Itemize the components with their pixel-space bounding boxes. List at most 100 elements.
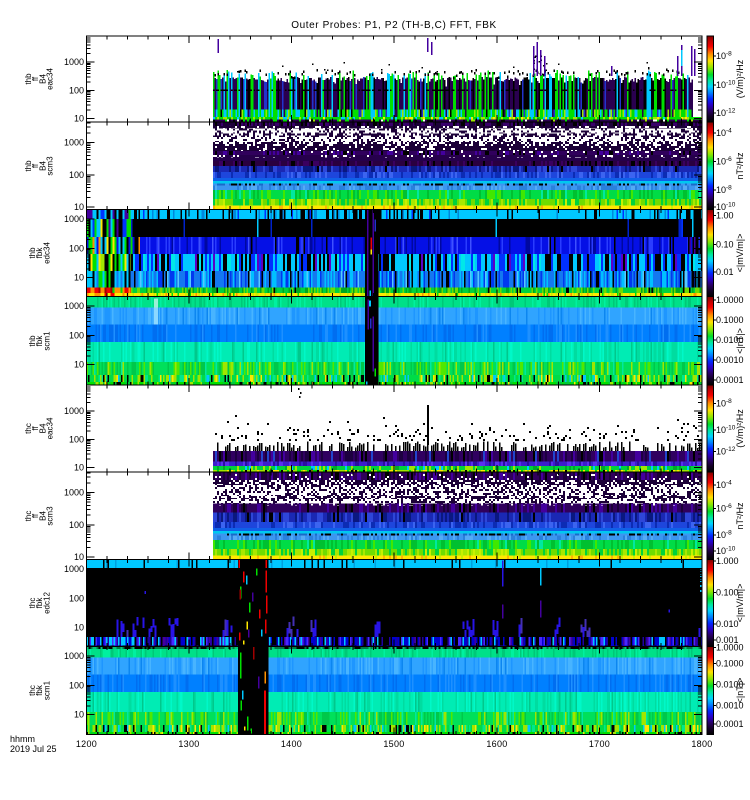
svg-text:10-12: 10-12 [716, 108, 736, 119]
svg-text:1.000: 1.000 [716, 556, 739, 566]
svg-text:thc: thc [28, 685, 37, 696]
svg-text:10-10: 10-10 [716, 425, 736, 436]
svg-text:10: 10 [74, 710, 84, 720]
svg-text:10-4: 10-4 [716, 480, 732, 491]
svg-text:10: 10 [74, 114, 84, 124]
svg-text:1.00: 1.00 [716, 211, 734, 221]
svg-text:1000: 1000 [64, 564, 84, 574]
svg-text:thc: thc [28, 598, 37, 609]
svg-text:1000: 1000 [64, 406, 84, 416]
svg-text:100: 100 [69, 435, 84, 445]
svg-text:thc: thc [24, 423, 33, 434]
svg-text:scm3: scm3 [46, 506, 55, 526]
svg-text:2019 Jul 25: 2019 Jul 25 [10, 744, 57, 754]
svg-text:<|nT|>: <|nT|> [735, 328, 745, 354]
svg-text:1700: 1700 [589, 739, 610, 749]
svg-text:fbk: fbk [35, 597, 44, 609]
svg-text:hhmm: hhmm [10, 734, 35, 744]
svg-text:10-6: 10-6 [716, 503, 732, 514]
svg-text:0.1000: 0.1000 [716, 315, 744, 325]
svg-text:0.0100: 0.0100 [716, 680, 744, 690]
svg-text:<|mV/m|>: <|mV/m|> [735, 584, 745, 623]
svg-text:fbk: fbk [35, 684, 44, 696]
svg-text:1400: 1400 [281, 739, 302, 749]
svg-text:thc: thc [24, 511, 33, 522]
svg-text:0.0010: 0.0010 [716, 701, 744, 711]
svg-text:1000: 1000 [64, 488, 84, 498]
svg-text:scm1: scm1 [43, 331, 52, 351]
svg-text:fbk: fbk [35, 335, 44, 347]
svg-text:ff: ff [31, 76, 40, 81]
svg-text:10: 10 [74, 360, 84, 370]
svg-text:10-4: 10-4 [716, 128, 732, 139]
svg-text:100: 100 [69, 520, 84, 530]
svg-text:thb: thb [24, 73, 33, 85]
svg-text:1800: 1800 [691, 739, 712, 749]
svg-text:(V/m)²/Hz: (V/m)²/Hz [735, 409, 745, 448]
svg-text:(V/m)²/Hz: (V/m)²/Hz [735, 59, 745, 98]
svg-text:1600: 1600 [486, 739, 507, 749]
svg-text:1300: 1300 [178, 739, 199, 749]
svg-text:10-8: 10-8 [716, 530, 732, 541]
svg-text:0.010: 0.010 [716, 619, 739, 629]
svg-text:100: 100 [69, 244, 84, 254]
svg-text:0.0001: 0.0001 [716, 375, 744, 385]
svg-text:0.01: 0.01 [716, 267, 734, 277]
svg-text:1000: 1000 [64, 301, 84, 311]
svg-text:B4: B4 [39, 74, 48, 84]
svg-text:edc12: edc12 [43, 592, 52, 614]
svg-text:Outer Probes: P1, P2 (TH-B,C): Outer Probes: P1, P2 (TH-B,C) FFT, FBK [291, 20, 497, 31]
svg-text:eac34: eac34 [46, 68, 55, 90]
svg-text:edc34: edc34 [43, 242, 52, 264]
svg-text:10-8: 10-8 [716, 185, 732, 196]
svg-text:thb: thb [24, 160, 33, 172]
svg-text:0.1000: 0.1000 [716, 659, 744, 669]
svg-text:10-10: 10-10 [716, 80, 736, 91]
svg-text:scm3: scm3 [46, 156, 55, 176]
svg-text:thb: thb [28, 247, 37, 259]
svg-text:1500: 1500 [383, 739, 404, 749]
svg-text:10-8: 10-8 [716, 398, 732, 409]
svg-text:<|nT|>: <|nT|> [735, 678, 745, 704]
svg-text:10: 10 [74, 552, 84, 562]
svg-text:0.100: 0.100 [716, 588, 739, 598]
svg-text:nT²/Hz: nT²/Hz [735, 152, 745, 180]
svg-text:1000: 1000 [64, 57, 84, 67]
svg-text:1000: 1000 [64, 138, 84, 148]
svg-text:1.0000: 1.0000 [716, 643, 744, 653]
svg-text:B4: B4 [39, 161, 48, 171]
svg-text:1000: 1000 [64, 651, 84, 661]
svg-text:10-10: 10-10 [716, 546, 736, 557]
svg-text:0.10: 0.10 [716, 240, 734, 250]
svg-text:0.0001: 0.0001 [716, 719, 744, 729]
svg-text:10-10: 10-10 [716, 202, 736, 213]
svg-text:B4: B4 [39, 423, 48, 433]
svg-text:<|mV/m|>: <|mV/m|> [735, 234, 745, 273]
svg-text:eac34: eac34 [46, 417, 55, 439]
svg-text:0.001: 0.001 [716, 635, 739, 645]
svg-text:10-12: 10-12 [716, 446, 736, 457]
svg-text:100: 100 [69, 170, 84, 180]
svg-text:100: 100 [69, 331, 84, 341]
svg-text:10: 10 [74, 202, 84, 212]
svg-text:10: 10 [74, 273, 84, 283]
svg-text:ff: ff [31, 163, 40, 168]
svg-text:scm1: scm1 [43, 680, 52, 700]
svg-text:100: 100 [69, 594, 84, 604]
svg-text:10-6: 10-6 [716, 156, 732, 167]
svg-text:1000: 1000 [64, 214, 84, 224]
svg-text:10-8: 10-8 [716, 51, 732, 62]
svg-text:B4: B4 [39, 511, 48, 521]
svg-text:1.0000: 1.0000 [716, 295, 744, 305]
svg-text:10: 10 [74, 623, 84, 633]
svg-text:nT²/Hz: nT²/Hz [735, 502, 745, 530]
svg-text:ff: ff [31, 513, 40, 518]
svg-text:100: 100 [69, 681, 84, 691]
svg-text:10: 10 [74, 463, 84, 473]
svg-text:fbk: fbk [35, 247, 44, 259]
svg-text:100: 100 [69, 86, 84, 96]
svg-text:0.0100: 0.0100 [716, 335, 744, 345]
svg-text:thb: thb [28, 335, 37, 347]
svg-text:1200: 1200 [76, 739, 97, 749]
svg-text:0.0010: 0.0010 [716, 355, 744, 365]
